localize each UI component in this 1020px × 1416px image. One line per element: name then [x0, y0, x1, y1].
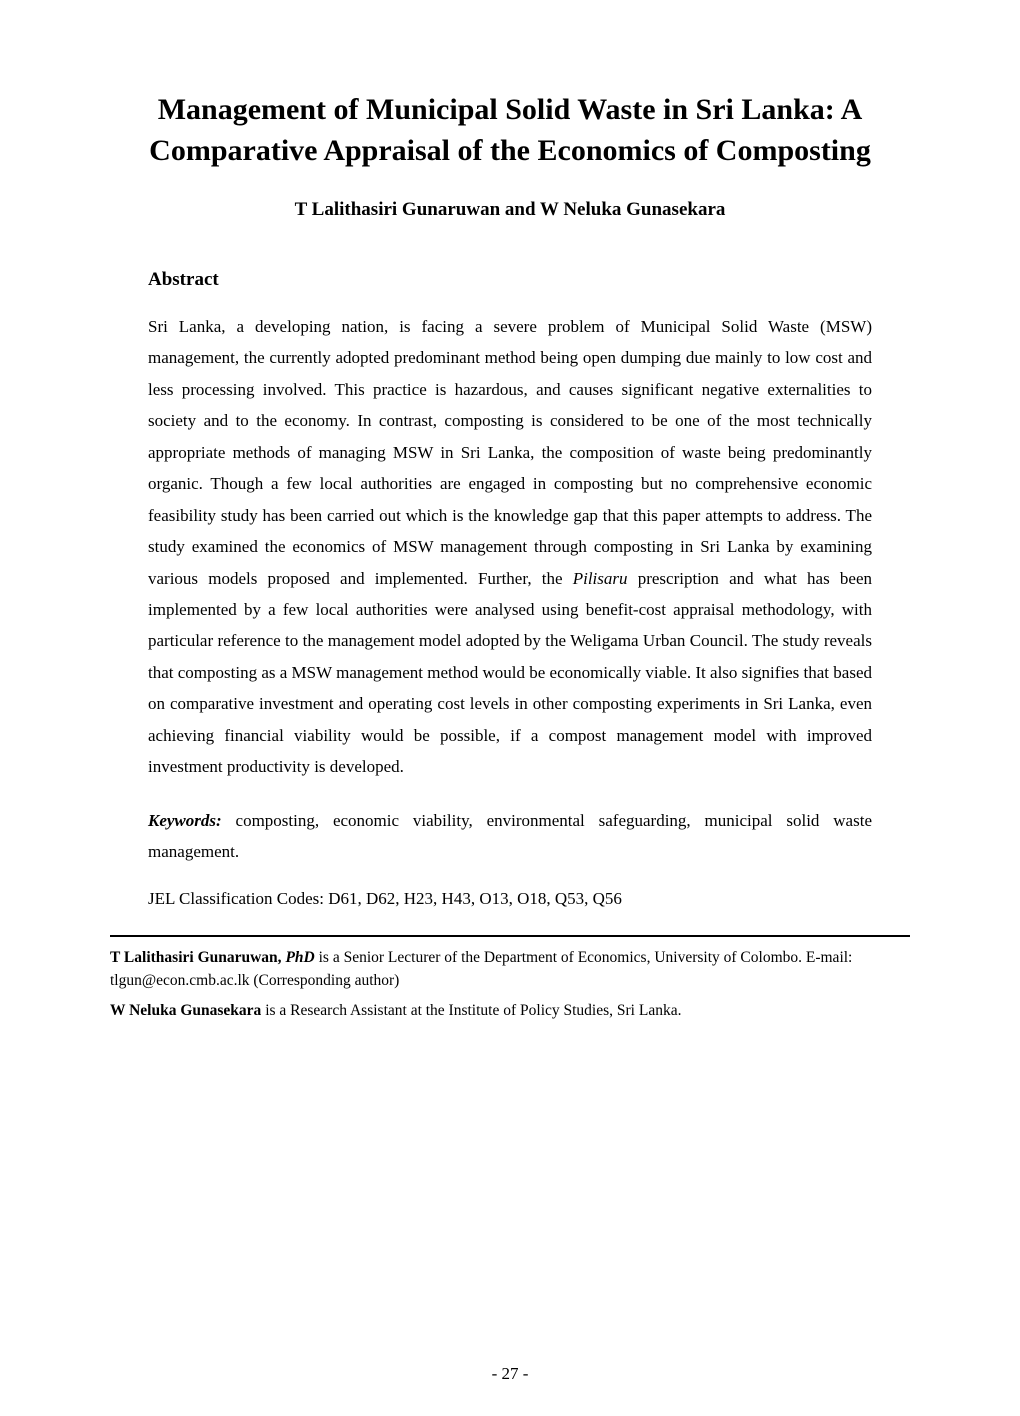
jel-codes: JEL Classification Codes: D61, D62, H23,…	[148, 889, 872, 909]
footnote-author2-text: is a Research Assistant at the Institute…	[261, 1002, 681, 1019]
keywords-label: Keywords:	[148, 811, 222, 830]
keywords-text: composting, economic viability, environm…	[148, 811, 872, 861]
paper-title: Management of Municipal Solid Waste in S…	[110, 90, 910, 171]
footnote-author2-name: W Neluka Gunasekara	[110, 1002, 261, 1019]
footnote-author1-name: T Lalithasiri Gunaruwan,	[110, 949, 285, 966]
footnote-author1-degree: PhD	[285, 949, 314, 966]
page-number: - 27 -	[0, 1364, 1020, 1384]
abstract-text-post: prescription and what has been implement…	[148, 569, 872, 777]
abstract-heading: Abstract	[148, 269, 910, 291]
abstract-body: Sri Lanka, a developing nation, is facin…	[148, 311, 872, 783]
footnote-author1: T Lalithasiri Gunaruwan, PhD is a Senior…	[110, 947, 910, 992]
abstract-italic-term: Pilisaru	[573, 569, 628, 588]
abstract-text-pre: Sri Lanka, a developing nation, is facin…	[148, 317, 872, 588]
footnote-divider	[110, 935, 910, 937]
paper-authors: T Lalithasiri Gunaruwan and W Neluka Gun…	[110, 199, 910, 221]
footnote-author2: W Neluka Gunasekara is a Research Assist…	[110, 1000, 910, 1022]
keywords: Keywords: composting, economic viability…	[148, 805, 872, 868]
